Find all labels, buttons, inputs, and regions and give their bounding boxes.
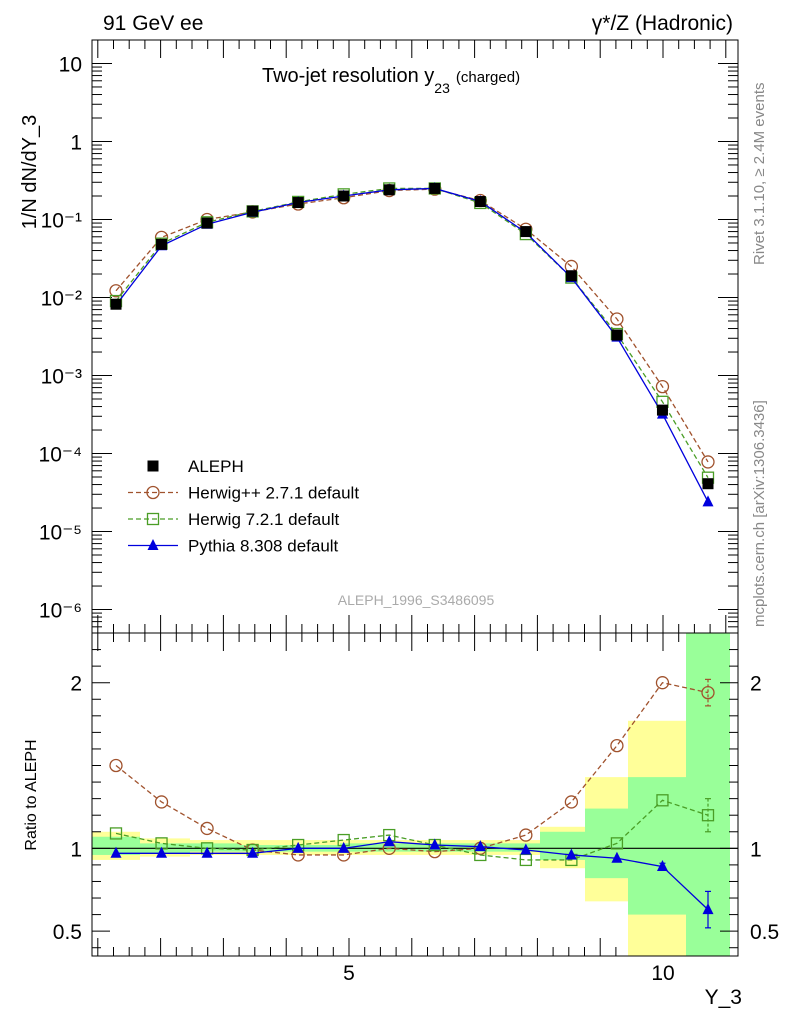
ratio-series-line bbox=[116, 841, 709, 911]
main-point bbox=[565, 270, 577, 282]
main-point bbox=[520, 226, 532, 238]
ratio-ytick-label: 0.5 bbox=[53, 921, 82, 944]
ratio-ytick-label: 1 bbox=[70, 838, 82, 861]
main-point bbox=[702, 495, 714, 507]
ratio-point bbox=[610, 738, 624, 753]
ratio-point bbox=[701, 685, 715, 700]
ratio-point bbox=[656, 794, 669, 807]
main-ytick-label: 10⁻⁵ bbox=[39, 522, 82, 545]
ratio-point bbox=[429, 838, 441, 850]
main-point bbox=[655, 379, 670, 394]
ratio-point bbox=[520, 843, 532, 855]
legend-marker bbox=[147, 460, 159, 472]
main-series-line bbox=[115, 187, 709, 479]
legend-label: ALEPH bbox=[188, 457, 244, 476]
legend-marker bbox=[147, 539, 159, 550]
main-ytick-label: 10⁻⁴ bbox=[39, 444, 82, 467]
main-point bbox=[110, 298, 122, 310]
title-sub: 23 bbox=[434, 80, 450, 96]
svg-text:Two-jet resolution y23(charged: Two-jet resolution y23 (charged) bbox=[262, 65, 520, 96]
ratio-point bbox=[247, 846, 259, 858]
ratio-point bbox=[655, 676, 670, 690]
main-ylabel: 1/N dN/dY_3 bbox=[19, 115, 41, 230]
uncertainty-band-inner bbox=[505, 843, 540, 852]
xtick-label: 10 bbox=[651, 962, 674, 985]
main-point bbox=[156, 238, 168, 250]
main-point bbox=[701, 455, 715, 469]
title-main: Two-jet resolution y bbox=[262, 65, 434, 87]
ratio-point bbox=[519, 828, 533, 842]
ratio-point bbox=[701, 809, 715, 822]
main-series-line bbox=[115, 187, 709, 503]
uncertainty-band-inner bbox=[395, 843, 450, 852]
main-point bbox=[474, 196, 486, 208]
ratio-point bbox=[200, 821, 214, 836]
uncertainty-band-inner bbox=[190, 843, 240, 852]
ratio-point bbox=[610, 837, 624, 850]
ratio-ytick-label-right: 1 bbox=[750, 838, 762, 861]
ratio-ytick-label: 2 bbox=[70, 673, 82, 696]
uncertainty-band-inner bbox=[340, 843, 395, 852]
mcplots-label: mcplots.cern.ch [arXiv:1306.3436] bbox=[751, 400, 768, 627]
title-suffix: (charged) bbox=[456, 69, 520, 86]
main-series-line bbox=[115, 188, 709, 463]
main-point bbox=[247, 205, 259, 217]
legend-label: Herwig++ 2.7.1 default bbox=[188, 484, 359, 503]
ratio-point bbox=[702, 903, 714, 915]
main-point bbox=[383, 184, 395, 196]
main-point bbox=[656, 404, 668, 416]
main-ytick-label: 10 bbox=[59, 53, 82, 76]
chart-title: Two-jet resolution y23 (charged) bbox=[262, 65, 520, 96]
rivet-label: Rivet 3.1.10, ≥ 2.4M events bbox=[751, 83, 768, 266]
ratio-point bbox=[154, 795, 169, 809]
ratio-point bbox=[383, 835, 395, 847]
legend: ALEPH Herwig++ 2.7.1 default Herwig 7.2.1 … bbox=[128, 457, 359, 556]
main-point bbox=[610, 312, 624, 326]
ratio-panel: 5 10 2 2 1 1 0.5 0.5 bbox=[53, 633, 779, 985]
ratio-series-line bbox=[115, 681, 709, 856]
main-point bbox=[429, 182, 441, 194]
ratio-ylabel: Ratio to ALEPH bbox=[23, 739, 40, 850]
main-ytick-label: 10⁻² bbox=[41, 287, 82, 310]
ratio-series-line bbox=[115, 799, 709, 861]
header-right: γ*/Z (Hadronic) bbox=[592, 12, 733, 35]
ratio-point bbox=[564, 795, 579, 809]
main-point bbox=[292, 197, 304, 209]
ratio-point bbox=[156, 846, 168, 858]
ratio-point bbox=[338, 841, 350, 853]
ratio-point bbox=[611, 851, 623, 863]
main-panel: 10 1 10⁻¹ 10⁻² 10⁻³ 10⁻⁴ 10⁻⁵ 10⁻⁶ bbox=[39, 40, 738, 956]
ratio-point bbox=[656, 860, 668, 872]
x-axis-label: Y_3 bbox=[705, 986, 742, 1009]
legend-label: Pythia 8.308 default bbox=[188, 537, 339, 556]
legend-label: Herwig 7.2.1 default bbox=[188, 510, 339, 529]
ratio-point bbox=[110, 846, 122, 858]
main-point bbox=[109, 284, 123, 298]
main-ytick-label: 10⁻³ bbox=[41, 366, 82, 389]
ratio-point bbox=[109, 758, 123, 773]
ratio-point bbox=[565, 848, 577, 860]
main-ytick-label: 10⁻¹ bbox=[41, 209, 82, 232]
header-left: 91 GeV ee bbox=[103, 12, 203, 35]
ratio-ytick-label-right: 2 bbox=[750, 673, 762, 696]
ratio-ytick-label-right: 0.5 bbox=[750, 921, 779, 944]
legend-marker bbox=[146, 485, 160, 500]
analysis-id: ALEPH_1996_S3486095 bbox=[338, 592, 495, 608]
main-point bbox=[611, 329, 623, 341]
legend-marker bbox=[146, 512, 160, 526]
ratio-frame bbox=[91, 632, 739, 957]
main-point bbox=[338, 190, 350, 202]
ratio-point bbox=[109, 827, 123, 840]
ratio-point bbox=[474, 840, 486, 852]
xtick-label: 5 bbox=[343, 962, 355, 985]
uncertainty-band-inner bbox=[92, 836, 140, 855]
main-ytick-label: 10⁻⁶ bbox=[39, 600, 82, 623]
ratio-point bbox=[292, 841, 304, 853]
ratio-point bbox=[201, 846, 213, 858]
main-point bbox=[201, 217, 213, 229]
main-point bbox=[702, 478, 714, 490]
main-ytick-label: 1 bbox=[70, 131, 82, 154]
uncertainty-band-inner bbox=[585, 808, 628, 879]
